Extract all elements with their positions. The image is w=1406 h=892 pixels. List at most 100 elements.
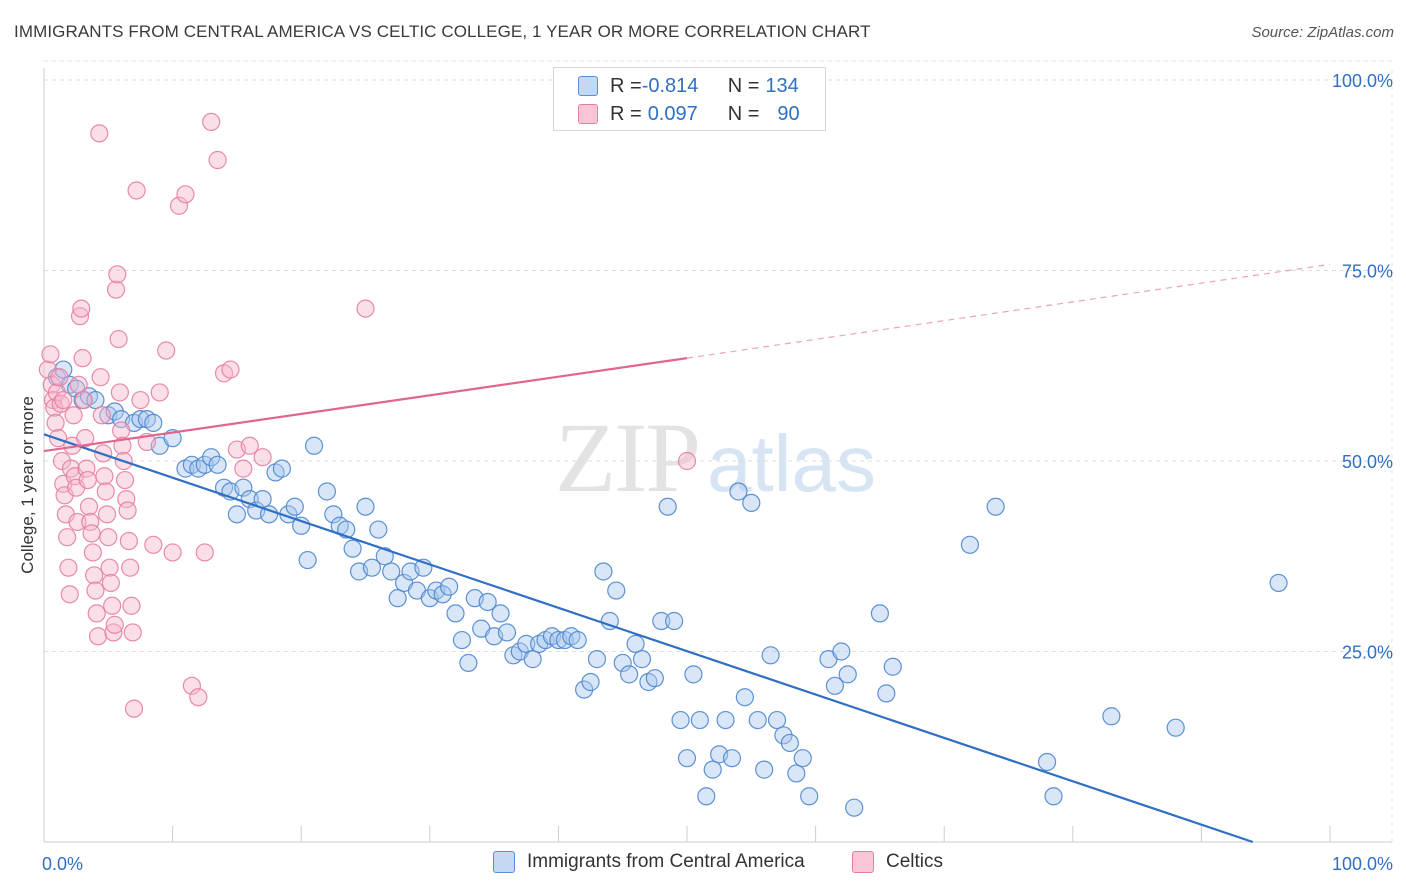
data-point-blue: [825, 676, 844, 695]
correlation-legend: R = -0.814 N = 134 R = 0.097 N = 90: [553, 67, 826, 131]
data-point-pink: [73, 349, 92, 368]
data-point-blue: [671, 710, 690, 730]
data-point-blue: [298, 550, 317, 570]
legend-r-label: R =: [610, 74, 642, 97]
data-point-pink: [76, 429, 95, 448]
data-point-pink: [208, 150, 227, 170]
data-point-pink: [121, 558, 140, 577]
legend-r-label: R =: [610, 102, 642, 125]
data-point-blue: [382, 562, 401, 581]
data-point-blue: [645, 669, 664, 688]
data-point-blue: [877, 684, 896, 703]
data-point-blue: [1166, 718, 1185, 737]
data-point-blue: [774, 726, 793, 745]
data-point-blue: [703, 760, 722, 779]
data-point-blue: [735, 688, 754, 707]
data-point-blue: [452, 630, 472, 650]
data-point-pink: [127, 181, 146, 200]
watermark: ZIP atlas: [555, 400, 876, 515]
data-point-pink: [105, 615, 124, 634]
x-tick-label: 100.0%: [1332, 854, 1393, 874]
trend-line-pink: [43, 357, 688, 453]
data-point-pink: [47, 383, 66, 402]
data-point-blue: [677, 749, 697, 768]
data-point-pink: [163, 543, 182, 562]
data-point-blue: [478, 592, 497, 612]
data-point-blue: [1037, 752, 1057, 772]
data-point-pink: [78, 470, 97, 490]
data-point-blue: [690, 710, 709, 730]
data-point-blue: [272, 459, 292, 478]
data-point-blue: [755, 760, 774, 779]
data-point-pink: [157, 341, 176, 360]
data-point-blue: [658, 497, 677, 516]
series-swatch-pink: [852, 851, 874, 873]
y-tick-label: 100.0%: [1332, 71, 1393, 91]
data-point-pink: [234, 459, 253, 478]
data-point-blue: [780, 733, 799, 753]
data-point-blue: [632, 650, 652, 669]
data-point-pink: [101, 573, 120, 593]
data-point-pink: [54, 390, 73, 410]
data-point-blue: [317, 482, 337, 501]
data-point-blue: [832, 642, 851, 661]
watermark-zip: ZIP: [555, 402, 701, 513]
data-point-pink: [202, 112, 221, 132]
data-point-blue: [761, 646, 780, 665]
data-point-blue: [600, 611, 619, 631]
data-point-pink: [92, 406, 111, 425]
data-point-blue: [620, 665, 639, 684]
data-point-blue: [845, 798, 864, 817]
data-point-blue: [446, 604, 465, 623]
legend-n-label: N =: [727, 102, 760, 125]
legend-n-value: 134: [765, 74, 799, 97]
data-point-blue: [343, 539, 362, 558]
data-point-blue: [626, 634, 645, 653]
data-point-pink: [96, 482, 115, 501]
data-point-pink: [88, 627, 108, 646]
data-point-pink: [108, 265, 127, 284]
data-point-blue: [208, 455, 227, 474]
data-point-blue: [304, 436, 324, 455]
data-point-pink: [64, 406, 83, 425]
x-tick-label: 0.0%: [42, 854, 83, 874]
data-point-pink: [82, 524, 101, 543]
data-point-blue: [883, 657, 902, 676]
data-point-pink: [113, 436, 132, 455]
data-point-pink: [182, 676, 201, 695]
data-point-blue: [259, 505, 279, 524]
data-point-blue: [575, 680, 594, 699]
data-point-blue: [491, 604, 510, 623]
data-point-blue: [665, 611, 684, 631]
data-point-pink: [240, 436, 259, 455]
data-point-pink: [195, 543, 214, 562]
legend-row-pink: R = 0.097 N = 90: [554, 100, 800, 128]
data-point-blue: [716, 710, 735, 730]
data-point-blue: [652, 611, 671, 631]
data-point-pink: [356, 299, 375, 318]
data-point-pink: [87, 604, 106, 623]
trend-line-blue: [43, 433, 1254, 844]
data-point-blue: [1102, 707, 1121, 726]
watermark-atlas: atlas: [707, 419, 876, 508]
trend-line-pink-extension: [686, 263, 1331, 359]
data-point-pink: [119, 531, 138, 551]
data-point-pink: [69, 375, 88, 394]
legend-n-value: 90: [777, 102, 800, 125]
data-point-pink: [58, 528, 77, 547]
data-point-pink: [50, 368, 69, 387]
data-point-blue: [697, 787, 716, 806]
data-point-blue: [787, 764, 806, 783]
data-point-blue: [523, 650, 542, 669]
data-point-pink: [176, 185, 195, 204]
data-point-pink: [104, 623, 123, 642]
chart-title: IMMIGRANTS FROM CENTRAL AMERICA VS CELTI…: [14, 22, 871, 41]
data-point-pink: [85, 566, 104, 585]
data-point-pink: [110, 383, 129, 402]
data-point-blue: [324, 505, 343, 524]
data-point-blue: [144, 413, 163, 432]
legend-swatch-blue: [578, 76, 598, 96]
data-point-blue: [581, 672, 600, 692]
data-point-pink: [99, 528, 118, 547]
